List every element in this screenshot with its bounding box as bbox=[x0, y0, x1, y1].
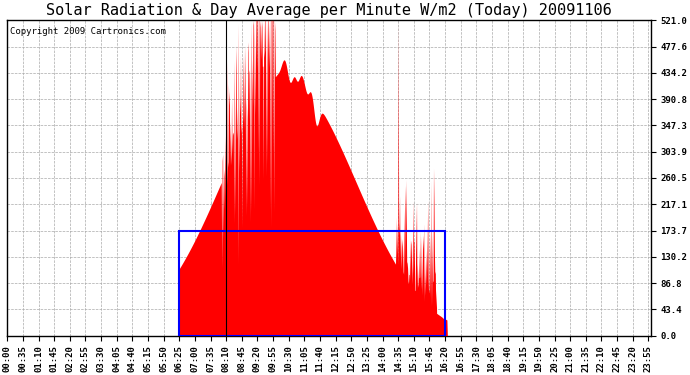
Bar bbox=[179, 231, 445, 336]
Title: Solar Radiation & Day Average per Minute W/m2 (Today) 20091106: Solar Radiation & Day Average per Minute… bbox=[46, 3, 612, 18]
Text: Copyright 2009 Cartronics.com: Copyright 2009 Cartronics.com bbox=[10, 27, 166, 36]
